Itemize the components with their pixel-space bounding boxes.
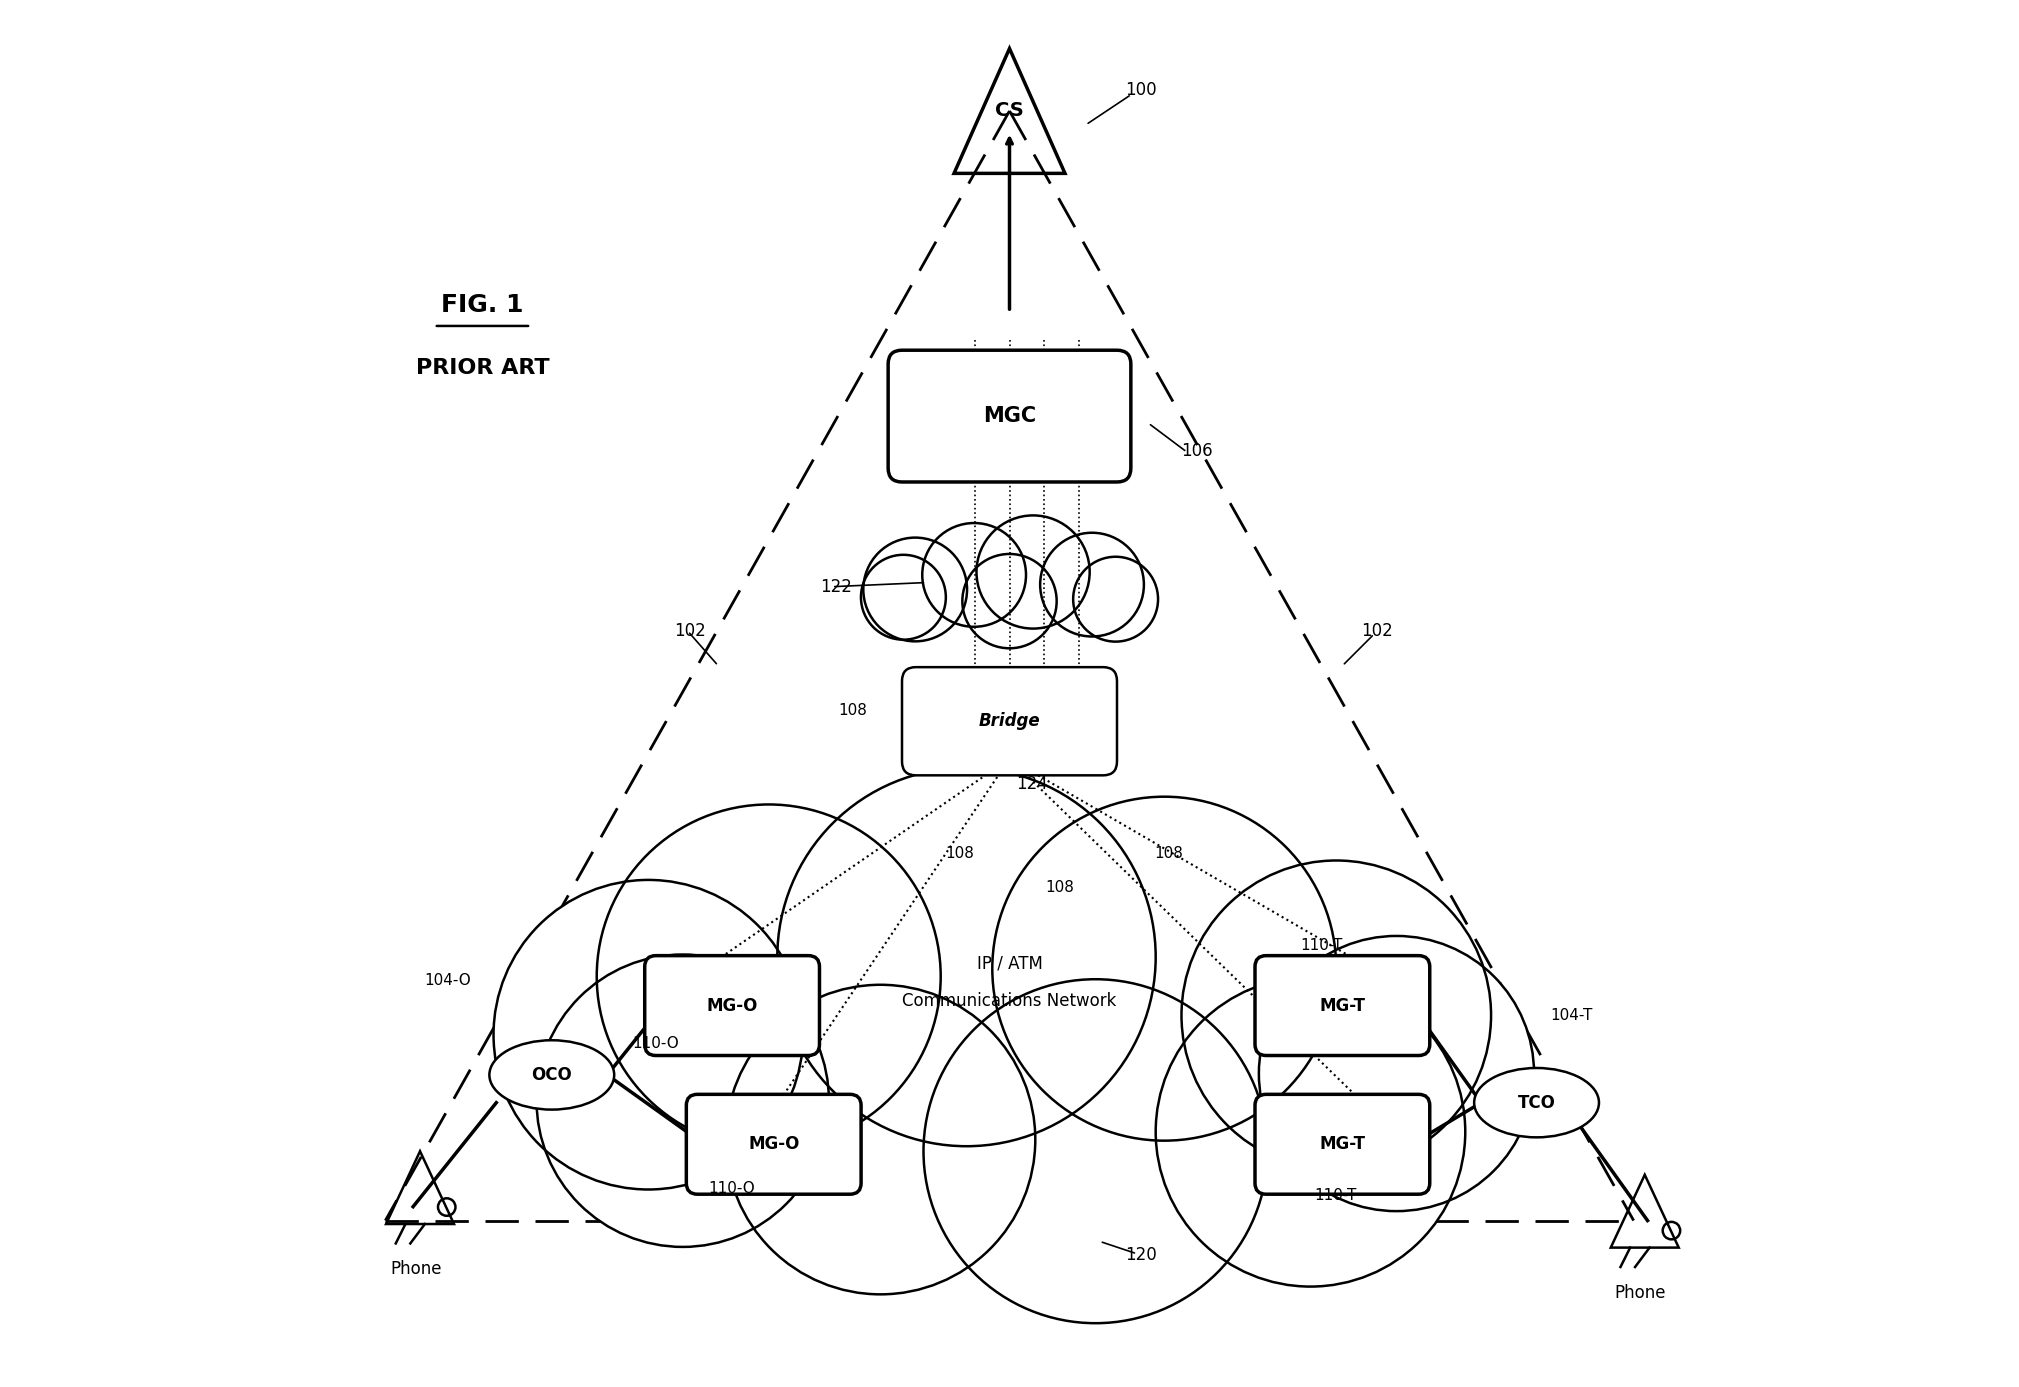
Text: Phone: Phone bbox=[1615, 1284, 1666, 1301]
Text: 102: 102 bbox=[674, 623, 707, 639]
Text: 104-T: 104-T bbox=[1551, 1008, 1593, 1022]
Circle shape bbox=[963, 553, 1056, 648]
Text: 108: 108 bbox=[1046, 881, 1074, 895]
Text: 108: 108 bbox=[838, 703, 868, 717]
Text: Phone: Phone bbox=[390, 1261, 442, 1277]
Text: PRIOR ART: PRIOR ART bbox=[416, 358, 549, 377]
Text: Communications Network: Communications Network bbox=[902, 993, 1117, 1010]
Text: MG-O: MG-O bbox=[747, 1136, 800, 1153]
Circle shape bbox=[777, 768, 1155, 1146]
Text: MGC: MGC bbox=[983, 406, 1036, 426]
Text: MG-T: MG-T bbox=[1318, 997, 1365, 1014]
Text: TCO: TCO bbox=[1518, 1094, 1555, 1111]
Circle shape bbox=[860, 555, 945, 639]
Circle shape bbox=[864, 538, 967, 641]
Text: 104-O: 104-O bbox=[424, 974, 470, 988]
FancyBboxPatch shape bbox=[1256, 956, 1429, 1056]
Circle shape bbox=[1260, 936, 1534, 1211]
Circle shape bbox=[537, 954, 830, 1247]
Text: OCO: OCO bbox=[531, 1067, 571, 1083]
Text: 108: 108 bbox=[1155, 846, 1183, 860]
Text: IP / ATM: IP / ATM bbox=[977, 956, 1042, 972]
Text: MG-T: MG-T bbox=[1318, 1136, 1365, 1153]
Text: 106: 106 bbox=[1181, 442, 1213, 459]
FancyBboxPatch shape bbox=[686, 1094, 860, 1194]
Text: 110-T: 110-T bbox=[1300, 939, 1343, 953]
Text: CS: CS bbox=[995, 101, 1024, 121]
Circle shape bbox=[991, 796, 1337, 1140]
Circle shape bbox=[923, 523, 1026, 627]
Ellipse shape bbox=[489, 1040, 614, 1110]
Ellipse shape bbox=[1474, 1068, 1599, 1137]
Text: 110-O: 110-O bbox=[632, 1036, 678, 1050]
Circle shape bbox=[1074, 556, 1159, 642]
Text: 110-O: 110-O bbox=[709, 1182, 755, 1196]
Text: 108: 108 bbox=[945, 846, 973, 860]
Circle shape bbox=[493, 879, 804, 1190]
Text: 100: 100 bbox=[1125, 82, 1157, 98]
FancyBboxPatch shape bbox=[888, 351, 1131, 483]
FancyBboxPatch shape bbox=[902, 667, 1117, 775]
Circle shape bbox=[725, 985, 1036, 1294]
Text: Bridge: Bridge bbox=[979, 713, 1040, 730]
Circle shape bbox=[977, 516, 1090, 628]
Text: FIG. 1: FIG. 1 bbox=[442, 293, 523, 318]
Text: MG-O: MG-O bbox=[707, 997, 757, 1014]
Circle shape bbox=[923, 979, 1268, 1323]
Text: 110-T: 110-T bbox=[1314, 1189, 1357, 1203]
Text: 122: 122 bbox=[820, 578, 852, 595]
Circle shape bbox=[1040, 533, 1145, 637]
Text: 120: 120 bbox=[1125, 1247, 1157, 1264]
Text: 102: 102 bbox=[1361, 623, 1393, 639]
Circle shape bbox=[1155, 976, 1466, 1287]
Circle shape bbox=[1181, 860, 1492, 1171]
Text: 124: 124 bbox=[1016, 775, 1048, 792]
FancyBboxPatch shape bbox=[1256, 1094, 1429, 1194]
FancyBboxPatch shape bbox=[644, 956, 820, 1056]
Circle shape bbox=[598, 804, 941, 1148]
